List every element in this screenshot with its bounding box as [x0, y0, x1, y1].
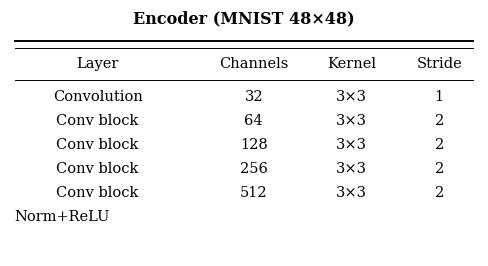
- Text: Stride: Stride: [416, 57, 462, 71]
- Text: 2: 2: [435, 162, 444, 176]
- Text: 512: 512: [240, 186, 267, 200]
- Text: 32: 32: [244, 90, 263, 104]
- Text: 3×3: 3×3: [336, 114, 367, 128]
- Text: Conv block: Conv block: [57, 162, 139, 176]
- Text: Norm+ReLU: Norm+ReLU: [15, 210, 110, 224]
- Text: 2: 2: [435, 138, 444, 152]
- Text: Conv block: Conv block: [57, 186, 139, 200]
- Text: 2: 2: [435, 186, 444, 200]
- Text: 3×3: 3×3: [336, 90, 367, 104]
- Text: Layer: Layer: [77, 57, 119, 71]
- Text: 3×3: 3×3: [336, 138, 367, 152]
- Text: 3×3: 3×3: [336, 162, 367, 176]
- Text: 3×3: 3×3: [336, 186, 367, 200]
- Text: Kernel: Kernel: [327, 57, 376, 71]
- Text: 2: 2: [435, 114, 444, 128]
- Text: 256: 256: [240, 162, 268, 176]
- Text: 128: 128: [240, 138, 267, 152]
- Text: 64: 64: [244, 114, 263, 128]
- Text: 1: 1: [435, 90, 444, 104]
- Text: Convolution: Convolution: [53, 90, 142, 104]
- Text: Conv block: Conv block: [57, 114, 139, 128]
- Text: Conv block: Conv block: [57, 138, 139, 152]
- Text: Encoder (MNIST 48×48): Encoder (MNIST 48×48): [133, 10, 355, 27]
- Text: Channels: Channels: [219, 57, 288, 71]
